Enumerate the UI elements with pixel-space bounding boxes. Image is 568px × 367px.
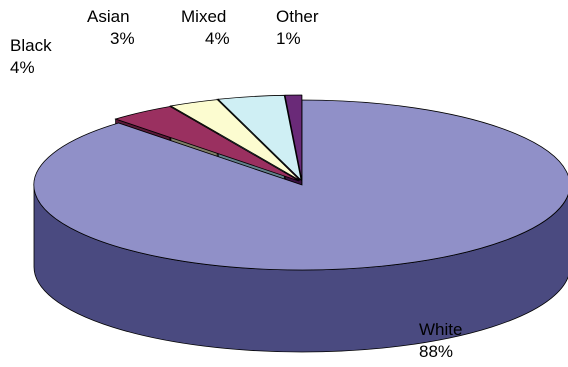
label-mixed-category: Mixed (181, 7, 226, 26)
label-other-value: 1% (276, 29, 301, 48)
label-asian-category: Asian (87, 7, 130, 26)
label-asian-value: 3% (110, 29, 135, 48)
label-white-category: White (419, 320, 462, 339)
label-mixed-value: 4% (205, 29, 230, 48)
label-black-value: 4% (10, 58, 35, 77)
label-other-category: Other (276, 7, 319, 26)
label-other: Other 1% (276, 7, 319, 48)
label-black-category: Black (10, 36, 52, 55)
label-black: Black 4% (10, 36, 52, 77)
label-white-value: 88% (419, 342, 453, 361)
label-asian: Asian 3% (87, 7, 135, 48)
label-mixed: Mixed 4% (181, 7, 230, 48)
